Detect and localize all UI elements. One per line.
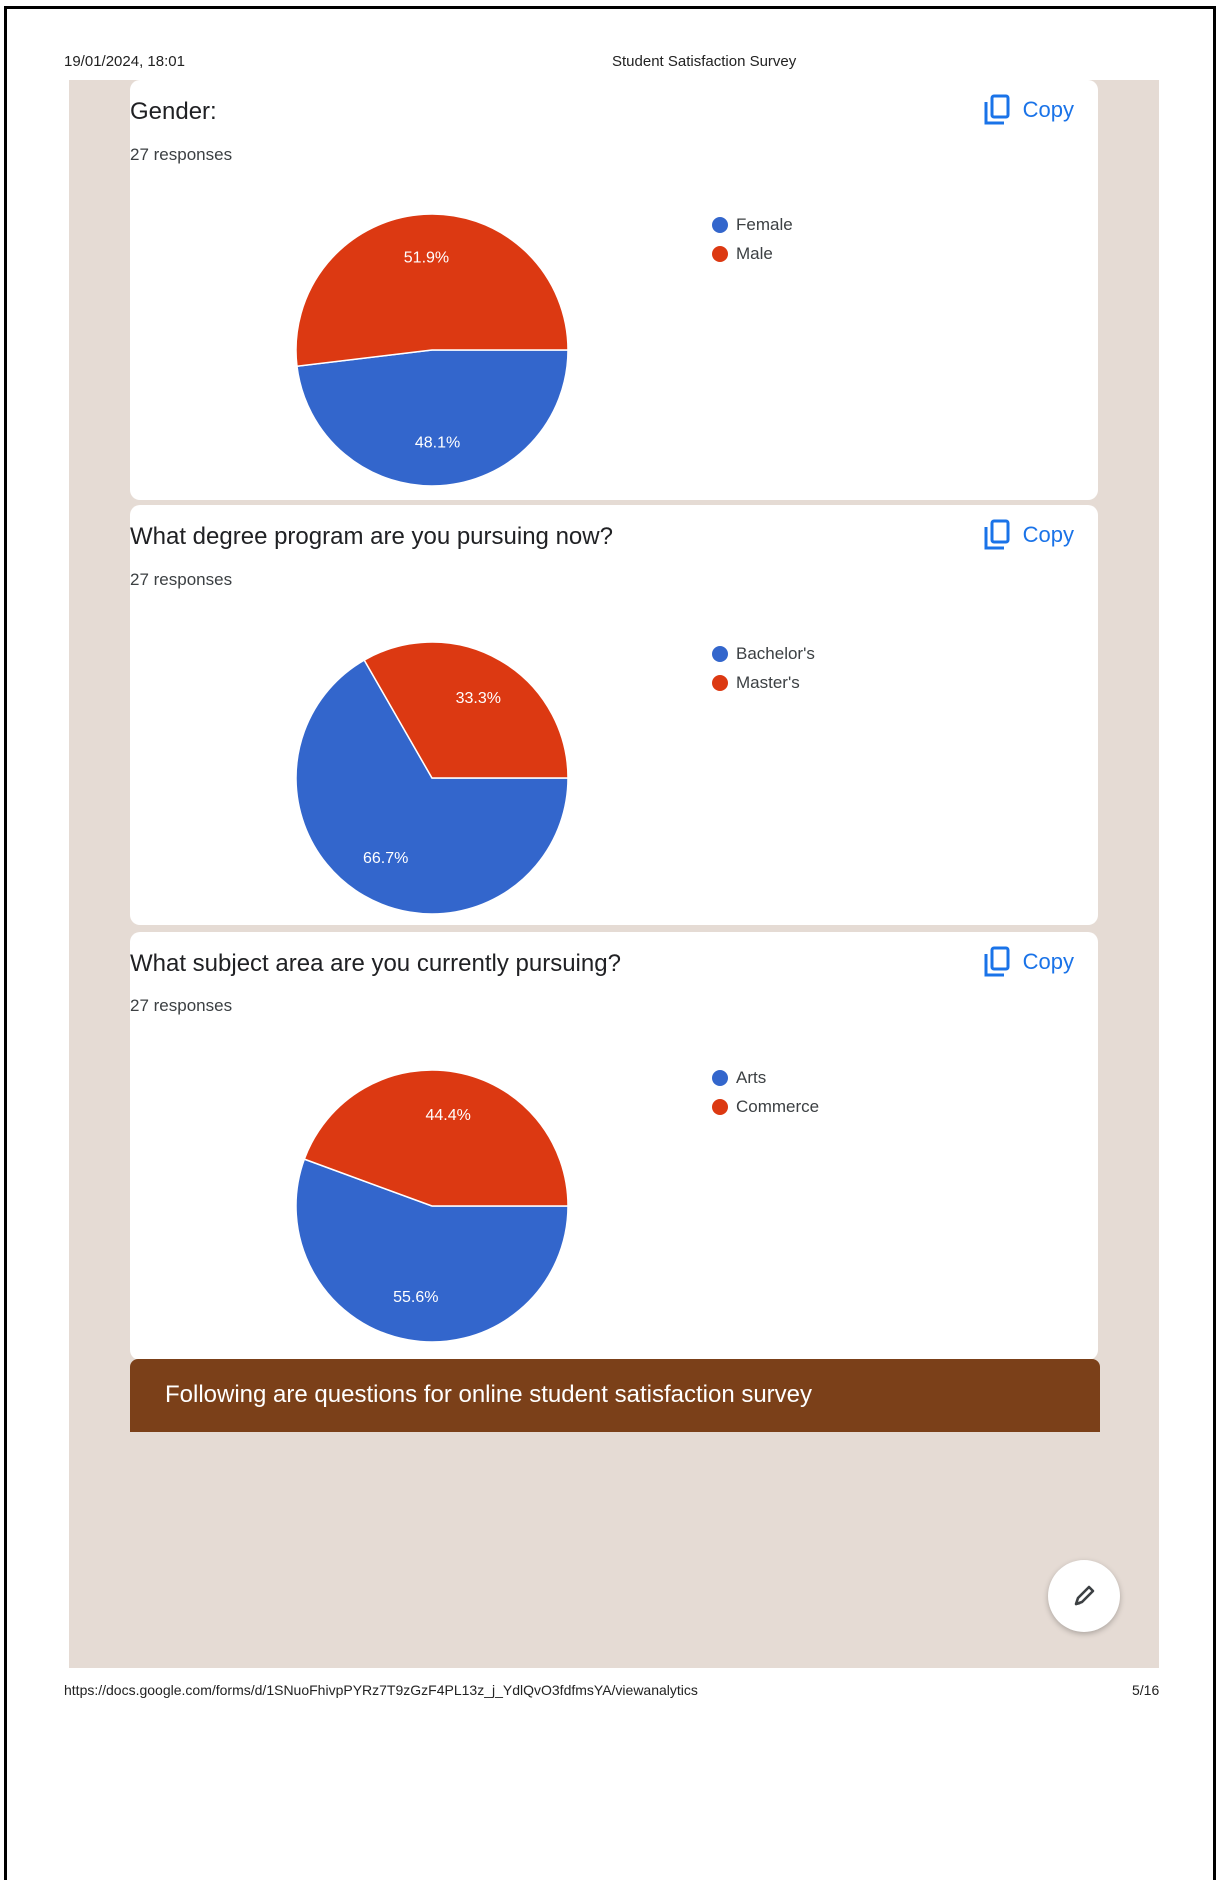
slice-label: 33.3% [456,690,501,707]
copy-icon [984,94,1010,125]
copy-icon [984,519,1010,550]
copy-label: Copy [1022,949,1074,974]
response-count: 27 responses [130,570,233,589]
legend-item: Commerce [712,1092,819,1121]
print-url: https://docs.google.com/forms/d/1SNuoFhi… [64,1682,698,1698]
question-title: What degree program are you pursuing now… [130,523,613,550]
pencil-icon [1074,1585,1095,1606]
slice-label: 44.4% [425,1107,470,1124]
legend-swatch [712,245,728,262]
copy-chart-button[interactable]: Copy [983,90,1074,130]
legend-label: Female [736,214,793,234]
slice-label: 51.9% [404,250,449,267]
legend-label: Male [736,243,773,263]
legend-swatch [712,1098,728,1115]
legend-label: Commerce [736,1096,820,1116]
response-count: 27 responses [130,145,233,164]
print-title: Student Satisfaction Survey [612,53,797,70]
edit-button[interactable] [1048,1560,1120,1632]
pie-slice [295,1158,569,1343]
question-title: What subject area are you currently purs… [130,950,621,977]
legend-swatch [712,1069,728,1086]
slice-label: 66.7% [363,850,408,867]
legend-item: Master's [712,668,815,697]
copy-label: Copy [1022,522,1074,547]
copy-chart-button[interactable]: Copy [983,942,1074,982]
pie-chart: 66.7% 33.3% [295,641,569,915]
chart-legend: Arts Commerce [712,1063,819,1121]
pie-slice [303,1069,569,1207]
pie-slice [296,349,569,487]
legend-label: Arts [736,1067,767,1087]
pie-chart: 48.1% 51.9% [295,213,569,487]
legend-item: Female [712,210,793,239]
slice-label: 55.6% [393,1289,438,1306]
legend-swatch [712,216,728,233]
copy-chart-button[interactable]: Copy [983,515,1074,555]
chart-legend: Bachelor's Master's [712,639,815,697]
pie-slice [295,659,569,915]
question-card-gender: Gender: 27 responses Copy 48.1% 51.9% Fem… [130,80,1098,500]
pie-chart: 55.6% 44.4% [295,1069,569,1343]
chart-legend: Female Male [712,210,793,268]
slice-label: 48.1% [415,434,460,451]
question-title: Gender: [130,98,217,125]
legend-swatch [712,645,728,662]
print-datetime: 19/01/2024, 18:01 [64,53,185,70]
legend-item: Bachelor's [712,639,815,668]
page-frame [4,6,1216,1880]
legend-label: Bachelor's [736,643,815,663]
print-page-number: 5/16 [1132,1682,1160,1698]
pie-slice [295,213,569,368]
pie-slice [363,641,569,779]
legend-label: Master's [736,672,800,692]
copy-icon [984,946,1010,977]
question-card-subject: What subject area are you currently purs… [130,932,1098,1360]
legend-item: Male [712,239,793,268]
response-count: 27 responses [130,996,233,1015]
section-banner: Following are questions for online stude… [130,1359,1100,1432]
copy-label: Copy [1022,97,1074,122]
legend-swatch [712,674,728,691]
question-card-degree: What degree program are you pursuing now… [130,505,1098,925]
legend-item: Arts [712,1063,819,1092]
